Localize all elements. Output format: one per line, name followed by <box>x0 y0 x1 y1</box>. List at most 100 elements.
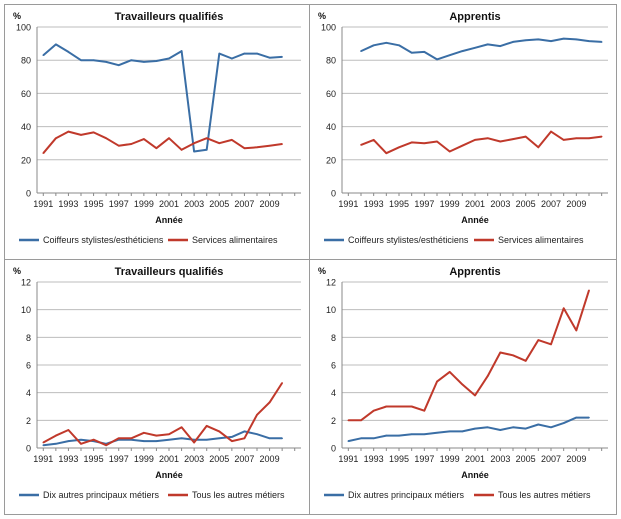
data-point <box>372 409 375 412</box>
x-tick-label: 2007 <box>541 199 561 209</box>
x-tick-label: 2003 <box>490 199 510 209</box>
data-point <box>512 354 514 357</box>
y-tick-label: 4 <box>26 388 31 398</box>
series-line-2 <box>348 289 590 422</box>
y-tick-label: 10 <box>21 305 31 315</box>
chart-panel-bottom-left: 0 2 4 6 8 10 12 1991 1993 1995 1997 1999 2001 2003 200… <box>4 259 310 515</box>
data-point <box>105 444 107 447</box>
data-point <box>256 433 258 435</box>
data-point <box>512 41 514 43</box>
x-tick-label: 2009 <box>260 199 280 209</box>
data-point <box>562 139 565 141</box>
data-point <box>281 143 283 145</box>
data-point <box>67 130 70 133</box>
series-line-1 <box>348 416 589 443</box>
data-point <box>180 426 183 429</box>
y-axis-label: % <box>318 11 326 21</box>
data-point <box>436 431 438 434</box>
data-point <box>385 41 388 44</box>
data-point <box>385 405 388 408</box>
y-tick-label: 12 <box>21 278 31 288</box>
y-tick-label: 80 <box>326 56 336 66</box>
data-point <box>499 351 502 354</box>
data-point <box>231 139 233 141</box>
data-point <box>474 139 476 141</box>
data-point <box>550 40 552 42</box>
data-point <box>385 434 388 437</box>
x-tick-label: 2005 <box>516 199 536 209</box>
data-point <box>55 443 57 445</box>
data-point <box>42 54 45 57</box>
data-point <box>499 429 502 431</box>
data-point <box>205 149 208 151</box>
data-point <box>130 143 133 145</box>
data-point <box>512 138 514 140</box>
data-point <box>398 44 400 47</box>
legend-label: Tous les autres métiers <box>192 490 285 500</box>
data-point <box>360 419 362 422</box>
y-tick-label: 60 <box>326 89 336 99</box>
data-point <box>92 59 95 61</box>
data-point <box>193 150 195 153</box>
x-tick-label: 1997 <box>414 199 434 209</box>
y-tick-label: 6 <box>331 361 336 371</box>
data-point <box>218 437 221 440</box>
data-point <box>55 43 57 46</box>
data-point <box>231 440 233 442</box>
data-point <box>168 433 170 435</box>
data-point <box>281 437 283 440</box>
legend-label: Dix autres principaux métiers <box>43 490 160 500</box>
data-point <box>256 414 258 416</box>
data-point <box>130 59 133 61</box>
data-point <box>524 360 527 362</box>
data-point <box>575 329 578 332</box>
data-point <box>537 339 540 341</box>
x-tick-label: 1993 <box>364 454 384 464</box>
data-point <box>372 44 375 47</box>
data-point <box>80 59 82 61</box>
data-point <box>410 405 413 408</box>
data-point <box>218 142 221 144</box>
data-point <box>80 134 82 136</box>
y-tick-label: 6 <box>26 361 31 371</box>
data-point <box>243 52 246 55</box>
data-point <box>67 440 70 442</box>
data-point <box>410 433 413 435</box>
data-point <box>499 140 502 143</box>
y-tick-label: 20 <box>21 155 31 165</box>
x-tick-label: 1997 <box>414 454 434 464</box>
data-point <box>193 441 195 444</box>
x-tick-label: 2005 <box>209 199 229 209</box>
data-point <box>410 141 413 144</box>
chart-title: Apprentis <box>449 266 500 278</box>
x-tick-label: 2003 <box>490 454 510 464</box>
data-point <box>588 137 590 140</box>
y-tick-label: 100 <box>16 23 31 33</box>
y-tick-label: 0 <box>26 444 31 454</box>
y-tick-label: 40 <box>21 122 31 132</box>
data-point <box>600 135 603 138</box>
x-tick-label: 1997 <box>109 454 129 464</box>
x-tick-label: 1995 <box>84 199 104 209</box>
y-tick-label: 4 <box>331 388 336 398</box>
data-point <box>575 137 578 140</box>
y-tick-label: 80 <box>21 56 31 66</box>
data-point <box>562 307 565 310</box>
data-point <box>231 57 233 60</box>
legend-label: Coiffeurs stylistes/esthéticiens <box>43 235 164 245</box>
chart-panel-bottom-right: 0 2 4 6 8 10 12 1991 1993 1995 1997 1999 2001 2003 200… <box>309 259 617 515</box>
data-point <box>143 431 145 434</box>
chart-title: Travailleurs qualifiés <box>115 266 224 278</box>
data-point <box>398 146 400 149</box>
data-point <box>448 150 451 153</box>
data-point <box>575 416 578 419</box>
x-tick-label: 1999 <box>134 199 154 209</box>
chart-title: Apprentis <box>449 11 500 23</box>
x-tick-label: 2001 <box>159 454 179 464</box>
data-point <box>243 147 246 149</box>
x-tick-label: 1999 <box>440 199 460 209</box>
data-point <box>575 38 578 41</box>
data-point <box>180 437 183 440</box>
y-tick-label: 0 <box>26 189 31 199</box>
